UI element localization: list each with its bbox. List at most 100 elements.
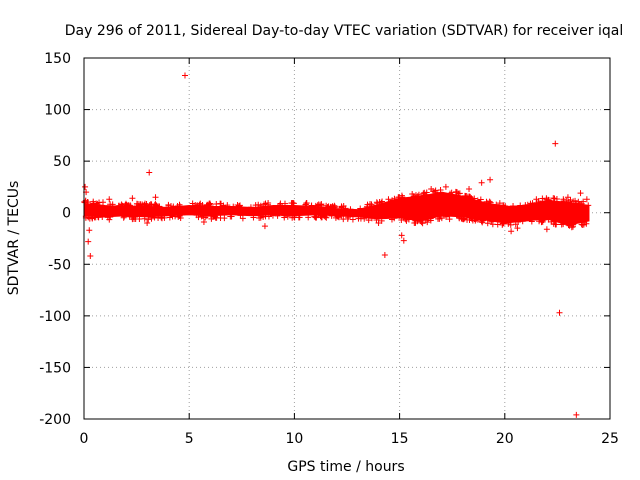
data-point [553, 195, 560, 202]
data-point [569, 221, 576, 228]
data-point [560, 221, 567, 228]
data-point [398, 192, 405, 199]
data-point [403, 217, 410, 224]
data-point [420, 190, 427, 197]
data-point [224, 202, 231, 209]
y-tick-label: 100 [44, 103, 71, 119]
data-point [560, 198, 567, 205]
data-point [484, 220, 491, 227]
data-point [139, 201, 146, 208]
data-point [230, 203, 237, 210]
outlier-point [86, 227, 93, 234]
data-point [284, 213, 291, 220]
data-point [515, 218, 522, 225]
outlier-point [552, 140, 559, 147]
data-point [538, 216, 545, 223]
data-point [208, 215, 215, 222]
x-axis-label: GPS time / hours [287, 459, 404, 475]
data-point [409, 190, 416, 197]
data-point [570, 198, 577, 205]
data-point [107, 213, 114, 220]
outlier-point [261, 223, 268, 230]
data-point [338, 213, 345, 220]
x-tick-label: 15 [391, 431, 409, 447]
data-point [203, 213, 210, 220]
data-point [239, 215, 246, 222]
data-point [109, 201, 116, 208]
data-point [502, 202, 509, 209]
outlier-point [478, 179, 485, 186]
data-point [127, 202, 134, 209]
data-point [335, 213, 342, 220]
data-point [127, 203, 134, 210]
data-point [265, 199, 272, 206]
data-point [496, 200, 503, 207]
data-point [367, 200, 374, 207]
data-point [447, 190, 454, 197]
data-point [486, 198, 493, 205]
x-tick-label: 5 [185, 431, 194, 447]
data-point [96, 199, 103, 206]
data-point [395, 194, 402, 201]
data-point [368, 215, 375, 222]
data-point [120, 214, 127, 221]
outlier-point [428, 185, 435, 192]
data-point [471, 195, 478, 202]
y-tick-labels: -200 -150 -100 -50 0 50 100 150 [39, 51, 71, 428]
data-point [291, 214, 298, 221]
data-point [296, 214, 303, 221]
data-point [252, 202, 259, 209]
data-point [379, 198, 386, 205]
data-point [510, 203, 517, 210]
data-point [176, 213, 183, 220]
outlier-point [152, 194, 159, 201]
data-point [427, 217, 434, 224]
data-point [235, 202, 242, 209]
data-point [528, 218, 535, 225]
data-point [493, 201, 500, 208]
outlier-point [398, 232, 405, 239]
data-point [205, 202, 212, 209]
data-point [327, 204, 334, 211]
data-point [543, 196, 550, 203]
grid-lines [84, 58, 610, 419]
x-tick-label: 10 [285, 431, 303, 447]
x-tick-label: 20 [496, 431, 514, 447]
data-point [585, 202, 592, 209]
data-points [81, 72, 592, 418]
y-tick-label: -200 [39, 412, 71, 428]
chart-title: Day 296 of 2011, Sidereal Day-to-day VTE… [65, 23, 623, 39]
data-point [374, 200, 381, 207]
data-point [446, 216, 453, 223]
data-point [143, 202, 150, 209]
outlier-point [466, 185, 473, 192]
data-point [174, 203, 181, 210]
data-point [194, 202, 201, 209]
outlier-point [200, 218, 207, 225]
data-point [347, 206, 354, 213]
data-point [189, 200, 196, 207]
data-point [551, 218, 558, 225]
data-point [583, 220, 590, 227]
data-point [121, 213, 128, 220]
data-point [467, 193, 474, 200]
data-point [474, 197, 481, 204]
data-point [567, 196, 574, 203]
data-point [141, 215, 148, 222]
data-point [479, 219, 486, 226]
data-point [487, 199, 494, 206]
data-point [217, 200, 224, 207]
data-point [136, 215, 143, 222]
outlier-point [543, 226, 550, 233]
data-point [443, 213, 450, 220]
data-point [423, 189, 430, 196]
data-point [166, 214, 173, 221]
data-point [373, 199, 380, 206]
data-point [469, 215, 476, 222]
data-point [221, 215, 228, 222]
data-point [578, 221, 585, 228]
data-point [342, 205, 349, 212]
data-point [456, 190, 463, 197]
data-point [236, 203, 243, 210]
data-point [167, 203, 174, 210]
